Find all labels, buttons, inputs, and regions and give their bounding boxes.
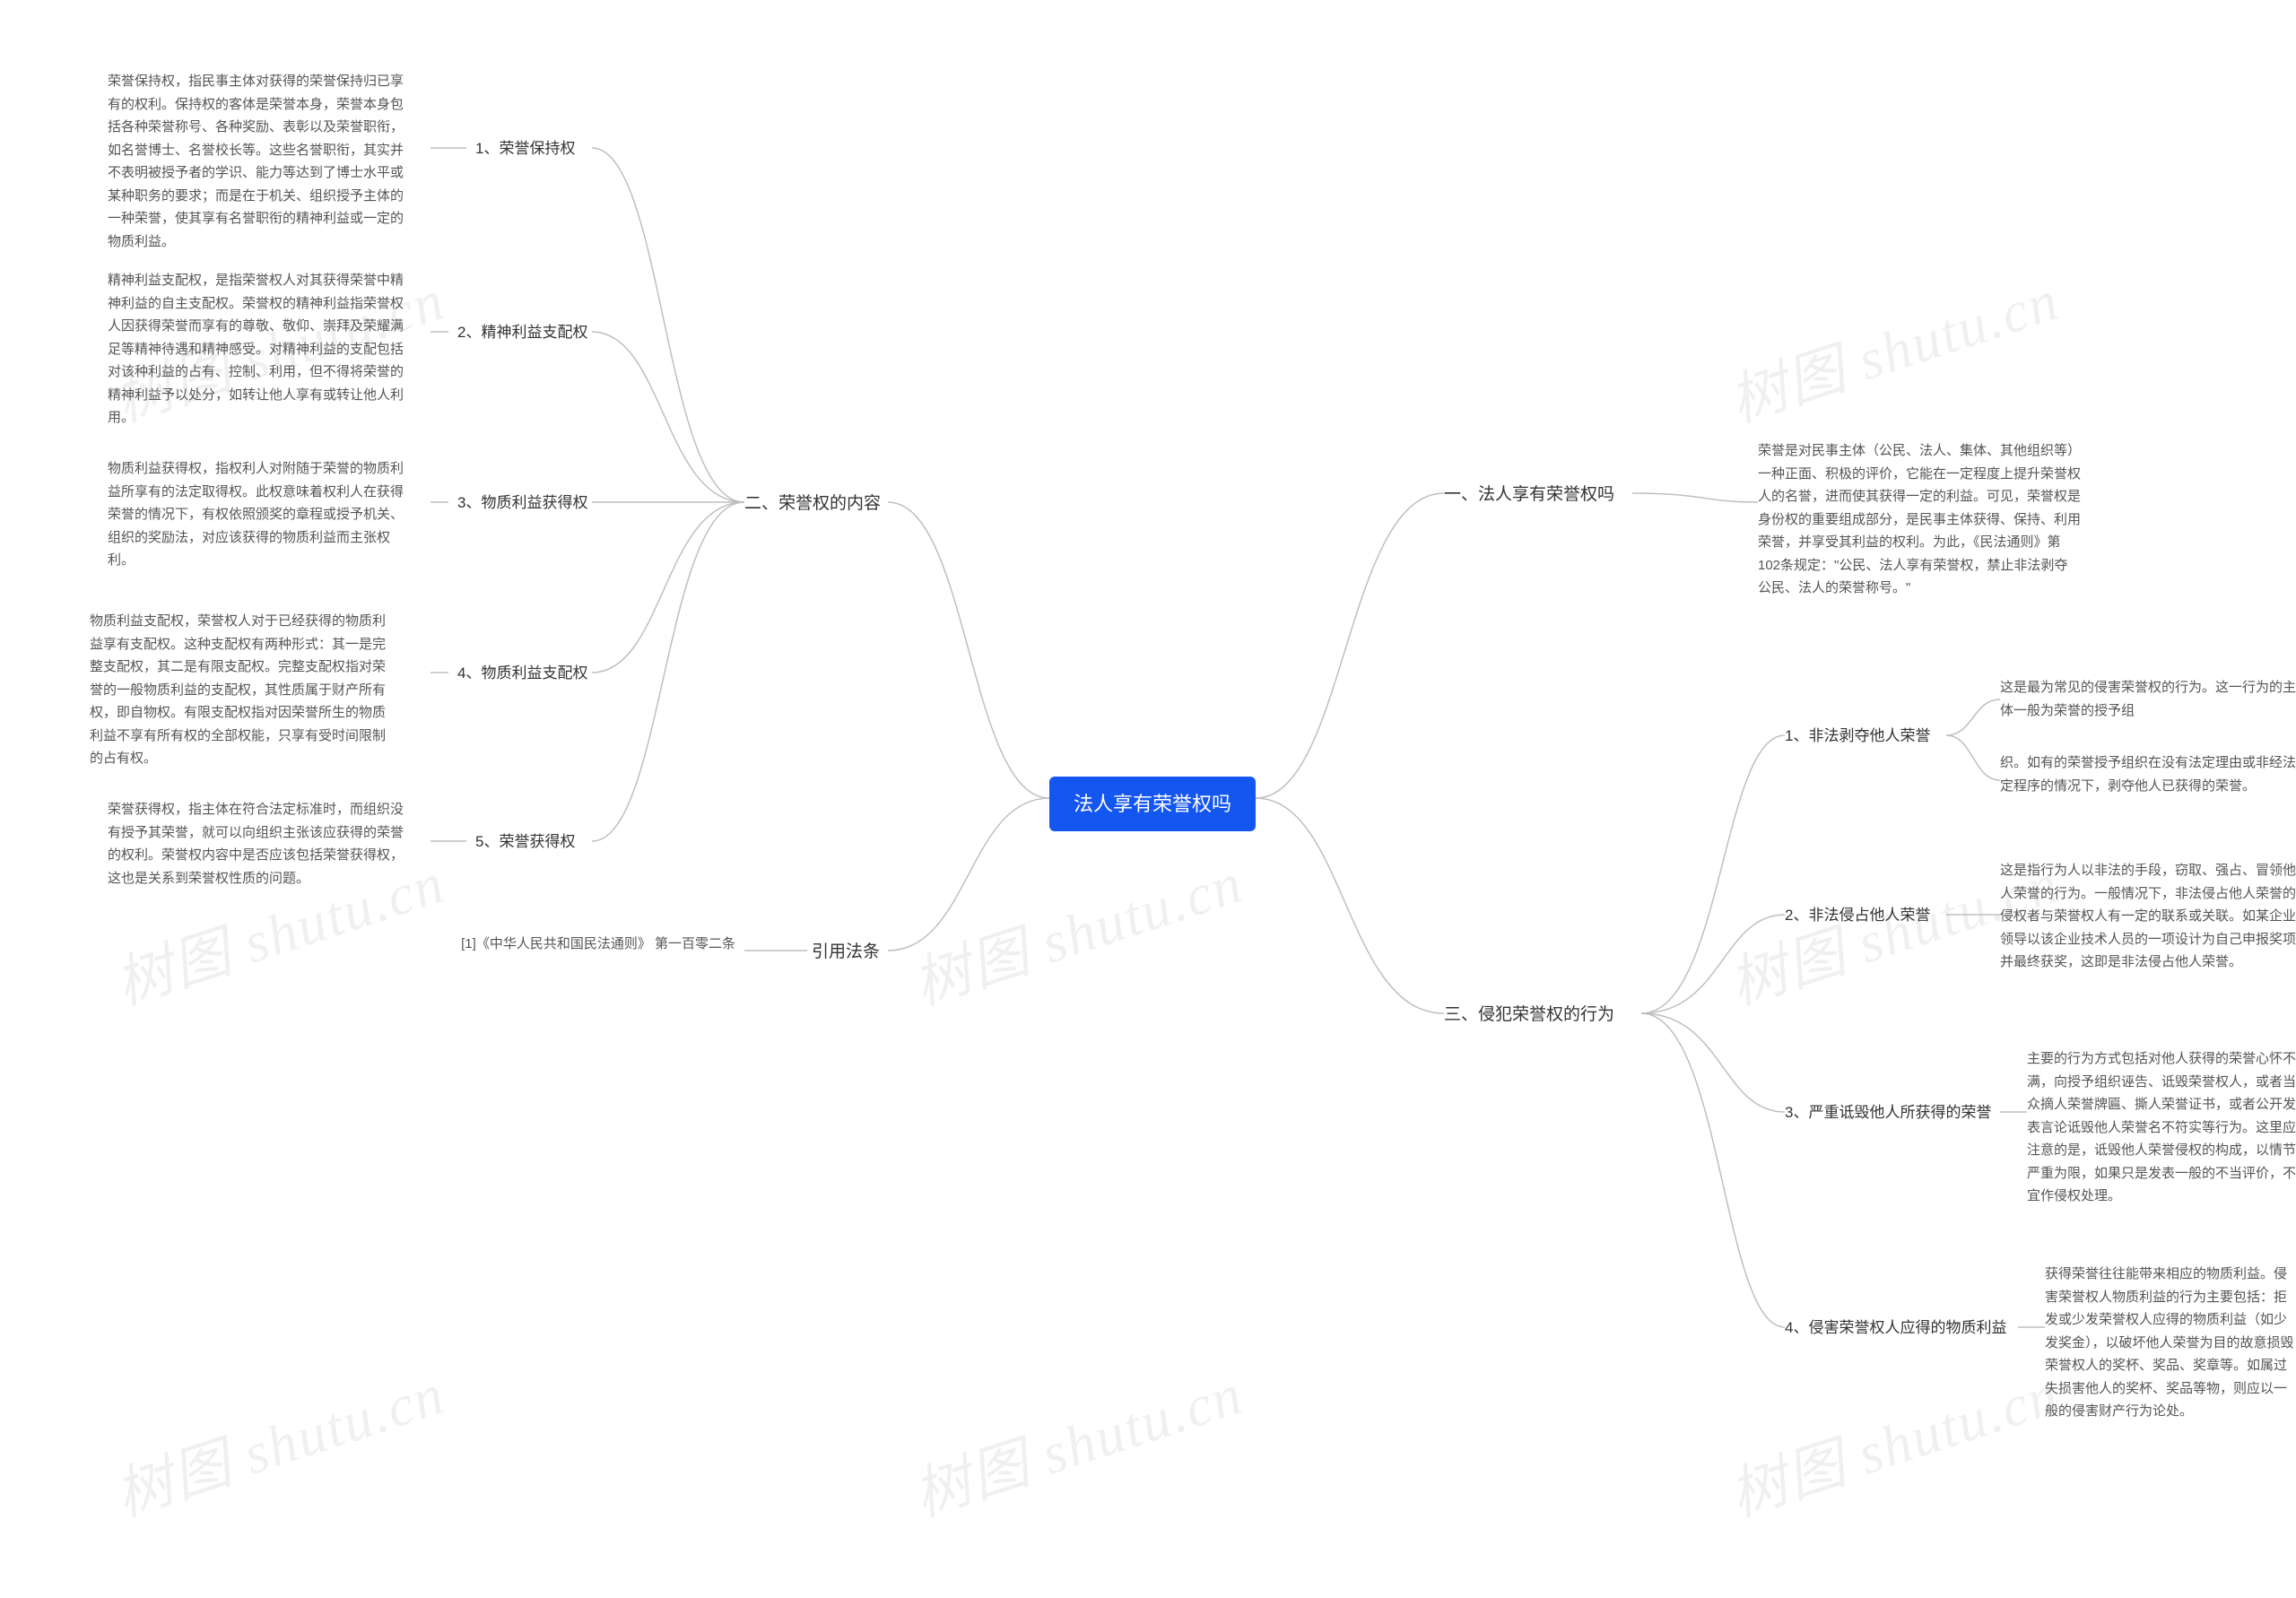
branch-left-2: 引用法条	[812, 940, 880, 966]
leaf-left-2: [1]《中华人民共和国民法通则》 第一百零二条	[430, 933, 735, 956]
branch-left-1: 二、荣誉权的内容	[744, 491, 881, 517]
sub-left-1-1: 1、荣誉保持权	[475, 137, 575, 161]
sub-right-2-1: 1、非法剥夺他人荣誉	[1785, 725, 1930, 748]
leaf-left-1-5: 荣誉获得权，指主体在符合法定标准时，而组织没有授予其荣誉，就可以向组织主张该应获…	[108, 798, 413, 890]
sub-right-2-2: 2、非法侵占他人荣誉	[1785, 904, 1930, 927]
branch-right-1: 一、法人享有荣誉权吗	[1444, 482, 1614, 508]
sub-left-1-4: 4、物质利益支配权	[457, 662, 587, 685]
leaf-right-1: 荣誉是对民事主体（公民、法人、集体、其他组织等）一种正面、积极的评价，它能在一定…	[1758, 439, 2081, 600]
watermark: 树图 shutu.cn	[1718, 254, 2068, 438]
branch-right-2: 三、侵犯荣誉权的行为	[1444, 1003, 1614, 1029]
leaf-right-2-3: 主要的行为方式包括对他人获得的荣誉心怀不满，向授予组织诬告、诋毁荣誉权人，或者当…	[2027, 1047, 2296, 1208]
sub-right-2-4: 4、侵害荣誉权人应得的物质利益	[1785, 1316, 2006, 1340]
leaf-left-1-2: 精神利益支配权，是指荣誉权人对其获得荣誉中精神利益的自主支配权。荣誉权的精神利益…	[108, 269, 413, 430]
watermark: 树图 shutu.cn	[1718, 1348, 2068, 1532]
leaf-left-1-4: 物质利益支配权，荣誉权人对于已经获得的物质利益享有支配权。这种支配权有两种形式：…	[90, 610, 395, 770]
leaf-right-2-4: 获得荣誉往往能带来相应的物质利益。侵害荣誉权人物质利益的行为主要包括：拒发或少发…	[2045, 1263, 2296, 1423]
watermark: 树图 shutu.cn	[901, 837, 1252, 1020]
leaf-left-1-1: 荣誉保持权，指民事主体对获得的荣誉保持归已享有的权利。保持权的客体是荣誉本身，荣…	[108, 70, 413, 253]
leaf-left-1-3: 物质利益获得权，指权利人对附随于荣誉的物质利益所享有的法定取得权。此权意味着权利…	[108, 457, 413, 572]
sub-left-1-5: 5、荣誉获得权	[475, 830, 575, 854]
leaf-right-2-2: 这是指行为人以非法的手段，窃取、强占、冒领他人荣誉的行为。一般情况下，非法侵占他…	[2000, 859, 2296, 974]
sub-left-1-2: 2、精神利益支配权	[457, 321, 587, 344]
leaf-right-2-1a: 这是最为常见的侵害荣誉权的行为。这一行为的主体一般为荣誉的授予组	[2000, 676, 2296, 722]
sub-right-2-3: 3、严重诋毁他人所获得的荣誉	[1785, 1101, 1991, 1125]
sub-left-1-3: 3、物质利益获得权	[457, 491, 587, 515]
watermark: 树图 shutu.cn	[901, 1348, 1252, 1532]
leaf-right-2-1b: 织。如有的荣誉授予组织在没有法定理由或非经法定程序的情况下，剥夺他人已获得的荣誉…	[2000, 751, 2296, 797]
root-node: 法人享有荣誉权吗	[1049, 777, 1256, 831]
watermark: 树图 shutu.cn	[103, 1348, 454, 1532]
